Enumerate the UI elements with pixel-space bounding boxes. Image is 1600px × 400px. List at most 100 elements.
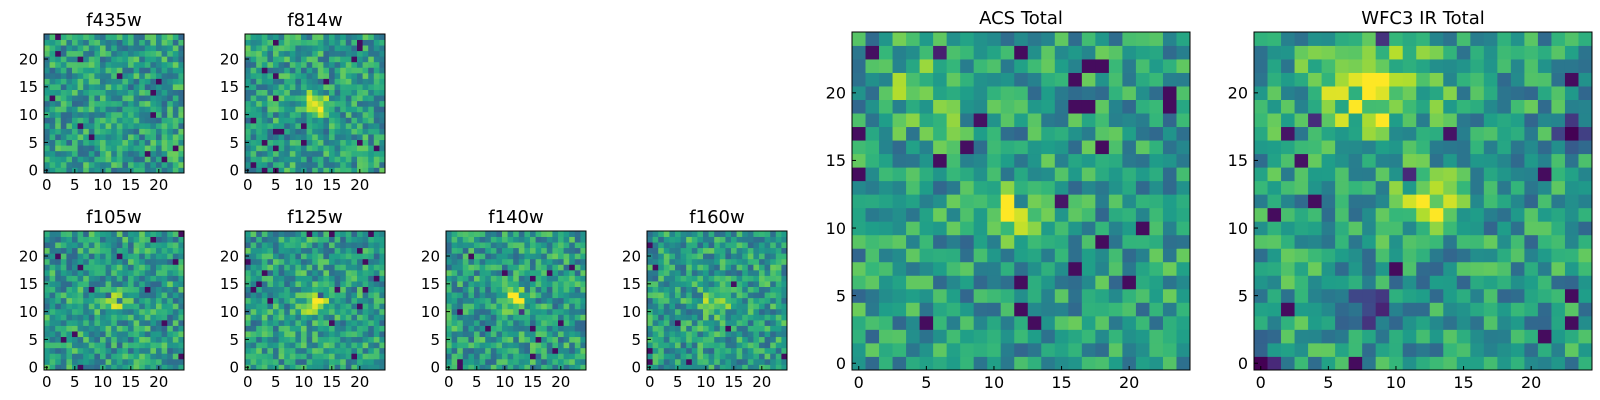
heatmap-cell: [329, 39, 335, 46]
heatmap-cell: [49, 325, 56, 332]
heatmap-cell: [83, 347, 90, 354]
heatmap-cell: [524, 231, 531, 237]
heatmap-cell: [1402, 180, 1417, 195]
heatmap-cell: [580, 231, 586, 237]
heatmap-cell: [1429, 140, 1444, 155]
heatmap-cell: [552, 325, 559, 332]
heatmap-cell: [250, 364, 257, 370]
heatmap-cell: [852, 329, 866, 344]
heatmap-cell: [312, 319, 319, 326]
heatmap-cell: [496, 231, 503, 237]
heatmap-cell: [558, 303, 564, 310]
heatmap-cell: [708, 331, 715, 338]
heatmap-cell: [94, 347, 101, 354]
heatmap-cell: [278, 167, 285, 173]
heatmap-cell: [496, 297, 503, 304]
heatmap-cell: [295, 72, 302, 79]
heatmap-cell: [879, 234, 893, 249]
heatmap-cell: [317, 50, 324, 57]
heatmap-cell: [686, 253, 693, 260]
heatmap-cell: [77, 303, 84, 310]
heatmap-cell: [1149, 140, 1164, 155]
heatmap-cell: [44, 78, 50, 85]
heatmap-cell: [116, 269, 123, 276]
heatmap-cell: [161, 150, 168, 157]
heatmap-cell: [49, 34, 56, 40]
heatmap-cell: [368, 269, 375, 276]
heatmap-cell: [680, 242, 687, 249]
heatmap-cell: [289, 134, 296, 141]
heatmap-cell: [256, 61, 263, 68]
heatmap-cell: [1308, 126, 1322, 141]
heatmap-cell: [697, 247, 704, 254]
heatmap-cell: [468, 319, 475, 326]
heatmap-cell: [111, 297, 118, 304]
heatmap-cell: [457, 303, 464, 310]
heatmap-cells: [44, 231, 184, 370]
heatmap-cell: [116, 319, 123, 326]
heatmap-cell: [725, 342, 732, 349]
heatmap-cell: [879, 194, 893, 209]
heatmap-cell: [546, 353, 553, 360]
heatmap-cell: [362, 84, 369, 90]
heatmap-cell: [865, 275, 880, 290]
heatmap-cell: [156, 264, 162, 271]
heatmap-cell: [55, 156, 62, 163]
heatmap-cell: [1443, 315, 1458, 330]
heatmap-cell: [781, 264, 787, 271]
heatmap-cell: [479, 258, 486, 265]
heatmap-cell: [273, 128, 279, 135]
heatmap-cell: [284, 56, 291, 63]
heatmap-cell: [552, 331, 559, 338]
heatmap-cell: [351, 297, 358, 304]
heatmap-cell: [1281, 356, 1295, 370]
heatmap-cell: [708, 258, 715, 265]
heatmap-cell: [933, 99, 948, 114]
heatmap-cell: [1443, 302, 1458, 317]
heatmap-cell: [100, 122, 106, 129]
plot-frame: [646, 230, 788, 371]
heatmap-cell: [273, 84, 279, 90]
heatmap-cell: [518, 336, 525, 343]
heatmap-cell: [479, 331, 486, 338]
heatmap-cell: [703, 264, 709, 271]
heatmap-cell: [49, 45, 56, 52]
heatmap-cell: [1095, 302, 1110, 317]
heatmap-cell: [122, 156, 129, 163]
heatmap-cell: [1068, 234, 1083, 249]
heatmap-cell: [116, 281, 123, 287]
heatmap-cell: [919, 167, 934, 182]
heatmap-cell: [1456, 180, 1471, 195]
heatmap-cell: [736, 325, 743, 332]
heatmap-cell: [116, 50, 123, 57]
heatmap-cell: [479, 308, 486, 315]
heatmap-cell: [1267, 315, 1282, 330]
heatmap-cell: [334, 61, 341, 68]
heatmap-cell: [261, 292, 268, 299]
heatmap-cell: [116, 39, 123, 46]
heatmap-cell: [362, 364, 369, 370]
heatmap-cell: [256, 78, 263, 85]
heatmap-cell: [658, 297, 665, 304]
heatmap-cell: [357, 150, 363, 157]
heatmap-cell: [541, 336, 548, 343]
heatmap-cell: [1135, 72, 1150, 87]
heatmap-cell: [703, 314, 709, 321]
heatmap-cell: [852, 113, 866, 128]
heatmap-cell: [1402, 194, 1417, 209]
heatmap-cell: [250, 72, 257, 79]
heatmap-cell: [156, 275, 162, 282]
heatmap-cell: [507, 236, 514, 243]
heatmap-cell: [946, 167, 961, 182]
heatmap-cell: [261, 269, 268, 276]
heatmap-cell: [83, 145, 90, 152]
heatmap-cell: [49, 95, 56, 102]
heatmap-cell: [703, 325, 709, 332]
heatmap-cell: [647, 286, 653, 293]
heatmap-cell: [94, 242, 101, 249]
heatmap-cell: [334, 342, 341, 349]
heatmap-cell: [719, 325, 726, 332]
heatmap-cell: [83, 264, 90, 271]
heatmap-cell: [150, 297, 157, 304]
heatmap-cell: [306, 78, 313, 85]
